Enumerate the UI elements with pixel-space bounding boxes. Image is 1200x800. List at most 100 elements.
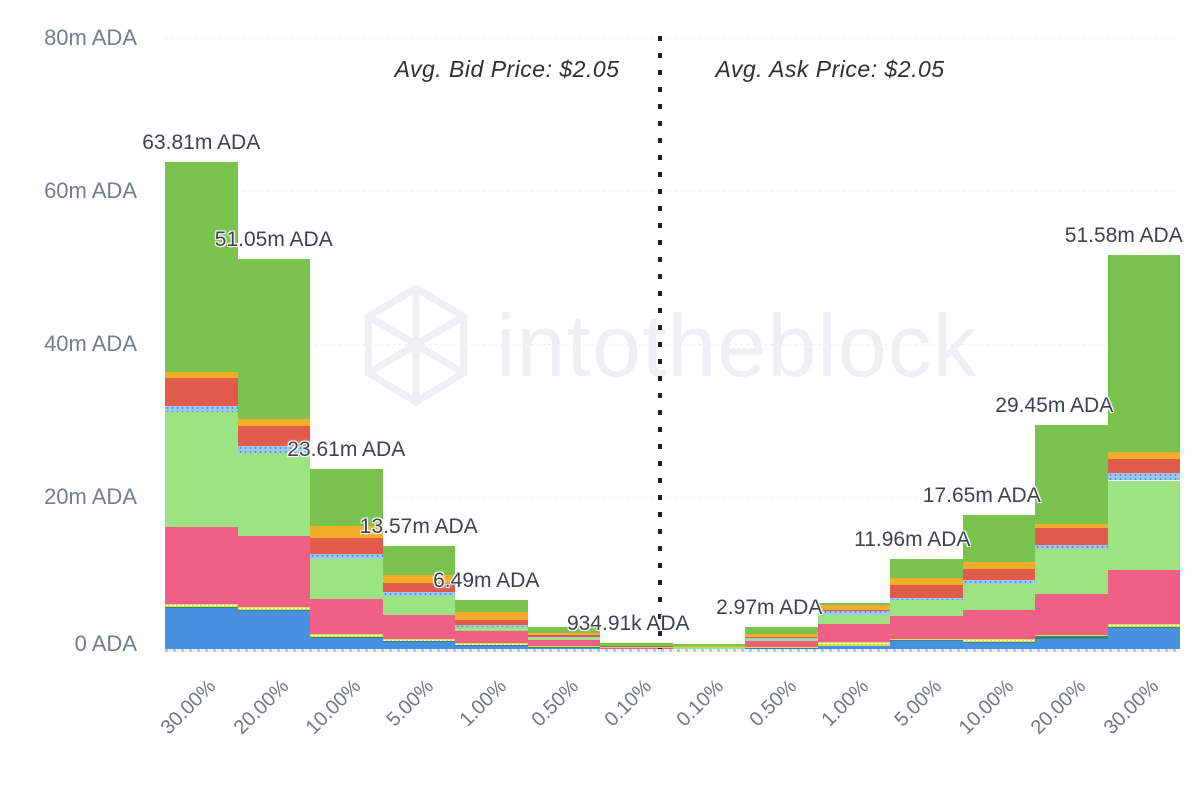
bar-bid-0.50%[interactable] xyxy=(527,626,600,650)
segment-pink xyxy=(600,647,673,650)
segment-light-green xyxy=(600,646,673,648)
segment-light-green xyxy=(237,453,310,537)
segment-red xyxy=(527,634,600,638)
intotheblock-logo-icon xyxy=(364,284,468,406)
bar-ask-30.00%[interactable] xyxy=(1107,255,1180,650)
bar-bid-5.00%[interactable] xyxy=(382,546,455,650)
bar-ask-0.50%[interactable] xyxy=(745,627,818,650)
bar-total-label-ask-5.00%: 11.96m ADA xyxy=(854,527,971,551)
segment-light-green xyxy=(165,411,238,528)
x-axis-label-bid-0.10%: 0.10% xyxy=(600,675,656,732)
bar-total-label-ask-20.00%: 29.45m ADA xyxy=(995,393,1114,417)
segment-blue xyxy=(382,641,455,650)
segment-teal xyxy=(890,640,963,641)
y-axis-label: 60m ADA xyxy=(44,178,137,203)
segment-lime xyxy=(237,606,310,610)
segment-orange xyxy=(310,526,383,538)
segment-light-green xyxy=(672,646,745,649)
y-axis-label: 0 ADA xyxy=(74,631,137,656)
segment-orange xyxy=(817,604,890,610)
segment-orange xyxy=(600,645,673,646)
avg-bid-price-annotation: Avg. Bid Price: $2.05 xyxy=(394,56,620,82)
segment-green xyxy=(1107,255,1180,453)
segment-pink xyxy=(455,631,528,644)
x-axis-label-bid-30.00%: 30.00% xyxy=(157,675,221,739)
x-axis-label-ask-10.00%: 10.00% xyxy=(954,675,1019,739)
segment-dotted-blue xyxy=(962,580,1035,585)
bar-bid-20.00%[interactable] xyxy=(237,259,310,650)
segment-blue xyxy=(890,640,963,650)
segment-lime xyxy=(1035,634,1108,637)
segment-light-green xyxy=(382,595,455,615)
segment-orange xyxy=(962,562,1035,569)
segment-green xyxy=(962,515,1035,563)
x-axis-label-ask-0.10%: 0.10% xyxy=(672,675,729,732)
bar-bid-30.00%[interactable] xyxy=(165,161,238,650)
segment-light-green xyxy=(890,600,963,616)
segment-red xyxy=(1107,458,1180,474)
segment-green xyxy=(237,259,310,420)
segment-dotted-blue xyxy=(890,597,963,601)
x-axis-label-bid-1.00%: 1.00% xyxy=(455,675,511,732)
segment-teal xyxy=(310,636,383,637)
segment-lime xyxy=(745,647,818,648)
segment-orange xyxy=(382,574,455,584)
segment-teal xyxy=(165,606,238,608)
intotheblock-watermark: intotheblock xyxy=(362,282,978,410)
segment-orange xyxy=(455,612,528,620)
x-axis-label-ask-30.00%: 30.00% xyxy=(1099,675,1164,739)
segment-lime xyxy=(310,634,383,637)
segment-dotted-blue xyxy=(1035,545,1108,550)
segment-green xyxy=(382,546,455,575)
segment-lime xyxy=(817,641,890,646)
segment-blue xyxy=(962,642,1035,650)
segment-green xyxy=(455,600,528,612)
segment-dotted-blue xyxy=(165,405,238,412)
segment-light-green xyxy=(527,638,600,641)
segment-blue xyxy=(310,637,383,650)
segment-teal xyxy=(1107,627,1180,628)
segment-lime xyxy=(382,639,455,642)
segment-red xyxy=(890,585,963,598)
segment-light-green xyxy=(1107,480,1180,571)
x-axis-label-bid-5.00%: 5.00% xyxy=(382,675,439,732)
bar-total-label-ask-0.50%: 2.97m ADA xyxy=(716,596,823,620)
segment-orange xyxy=(745,633,818,638)
bar-total-label-ask-30.00%: 51.58m ADA xyxy=(1064,224,1183,248)
segment-dotted-blue xyxy=(237,446,310,454)
segment-blue xyxy=(817,645,890,650)
bar-total-label-bid-1.00%: 6.49m ADA xyxy=(433,569,540,593)
x-axis-label-ask-0.50%: 0.50% xyxy=(745,675,801,732)
bar-bid-10.00%[interactable] xyxy=(310,469,383,650)
segment-lime xyxy=(890,639,963,641)
bid-ask-divider-dotted-line xyxy=(658,36,662,652)
bar-ask-10.00%[interactable] xyxy=(962,515,1035,650)
segment-dotted-blue xyxy=(455,625,528,627)
segment-orange xyxy=(165,371,238,379)
segment-green xyxy=(600,642,673,646)
segment-orange xyxy=(1035,523,1108,529)
segment-red xyxy=(1035,528,1108,546)
bar-bid-1.00%[interactable] xyxy=(455,600,528,650)
avg-ask-price-annotation: Avg. Ask Price: $2.05 xyxy=(715,56,945,82)
bar-ask-1.00%[interactable] xyxy=(817,602,890,650)
segment-red xyxy=(165,378,238,406)
segment-orange xyxy=(237,419,310,427)
segment-pink xyxy=(745,641,818,648)
segment-red xyxy=(672,646,745,647)
gridline-60m xyxy=(165,191,1180,192)
segment-light-green xyxy=(455,626,528,632)
segment-pink xyxy=(382,614,455,640)
x-axis-label-bid-20.00%: 20.00% xyxy=(229,675,294,739)
segment-dotted-blue xyxy=(745,638,818,639)
segment-orange xyxy=(1107,452,1180,459)
bar-ask-20.00%[interactable] xyxy=(1035,424,1108,650)
bar-total-label-bid-30.00%: 63.81m ADA xyxy=(142,130,261,154)
segment-light-green xyxy=(817,614,890,625)
segment-blue xyxy=(165,607,238,650)
segment-red xyxy=(600,645,673,647)
segment-pink xyxy=(962,610,1035,639)
segment-green xyxy=(310,469,383,527)
bar-ask-5.00%[interactable] xyxy=(890,558,963,650)
